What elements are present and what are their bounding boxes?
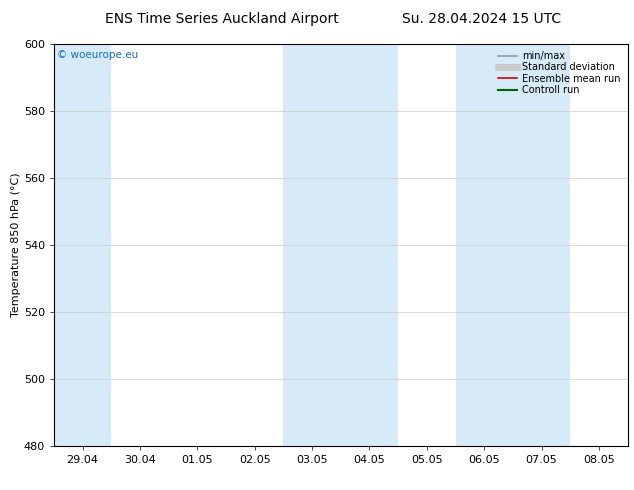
Text: Su. 28.04.2024 15 UTC: Su. 28.04.2024 15 UTC: [403, 12, 561, 26]
Y-axis label: Temperature 850 hPa (°C): Temperature 850 hPa (°C): [11, 172, 21, 318]
Text: ENS Time Series Auckland Airport: ENS Time Series Auckland Airport: [105, 12, 339, 26]
Bar: [455, 44, 571, 446]
Legend: min/max, Standard deviation, Ensemble mean run, Controll run: min/max, Standard deviation, Ensemble me…: [496, 49, 623, 97]
Bar: [283, 44, 398, 446]
Text: © woeurope.eu: © woeurope.eu: [57, 50, 138, 60]
Bar: [54, 44, 112, 446]
